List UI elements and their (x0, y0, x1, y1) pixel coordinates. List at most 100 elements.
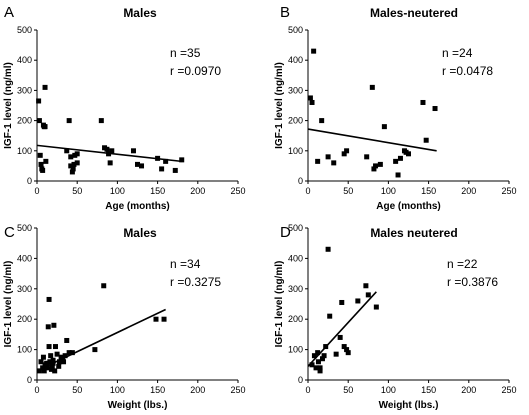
panel-a-data-point (70, 166, 76, 172)
panel-d-x-tick-label: 50 (343, 385, 353, 395)
panel-a-data-point (98, 118, 104, 124)
panel-d-y-tick-label: 400 (288, 253, 303, 263)
panel-d-data-point (325, 246, 331, 252)
panel-c-data-point (52, 368, 58, 374)
panel-b-stat: n =24 (442, 46, 473, 60)
panel-d-x-axis-label: Weight (lbs.) (379, 400, 439, 411)
panel-d-x-tick-label: 150 (421, 385, 436, 395)
panel-b-stat: r =0.0478 (442, 64, 493, 78)
panel-a-data-point (163, 158, 169, 164)
panel-d-data-point (311, 353, 317, 359)
panel-b-data-point (325, 154, 331, 160)
panel-b-data-point (371, 166, 377, 172)
panel-a: A Males 0 100 200 300 400 500 0 50 100 150 200 250 Age… (3, 4, 246, 212)
panel-c-data-point (50, 357, 56, 363)
panel-b-x-tick-label: 50 (343, 186, 353, 196)
panel-b-data-point (344, 148, 350, 154)
panel-c-y-tick-label: 300 (17, 284, 32, 294)
panel-d-letter: D (280, 224, 291, 241)
panel-b-y-tick-label: 300 (288, 85, 303, 95)
panel-c-x-axis-label: Weight (lbs.) (108, 400, 168, 411)
panel-a-data-point (36, 98, 42, 104)
panel-c-data-point (44, 365, 50, 371)
panel-c-data-point (45, 324, 51, 330)
panel-a-data-point (74, 151, 80, 157)
panel-c-data-point (36, 368, 42, 374)
panel-b-data-point (315, 158, 321, 164)
panel-b-title: Males-neutered (370, 6, 458, 20)
panel-d-x-tick-label: 0 (305, 385, 310, 395)
panel-b-data-point (381, 124, 387, 130)
panel-b-data-point (369, 84, 375, 90)
panel-d-data-point (373, 304, 379, 310)
panel-c-y-tick-label: 0 (27, 375, 32, 385)
panel-a-data-point (40, 167, 46, 173)
panel-c-data-point (49, 363, 55, 369)
panel-c-data-point (48, 366, 54, 372)
panel-d-data-point (319, 356, 325, 362)
panel-d-data-point (337, 334, 343, 340)
panel-d-y-tick-label: 200 (288, 314, 303, 324)
panel-a-y-tick-label: 400 (17, 55, 32, 65)
panel-d-x-tick-label: 200 (461, 385, 476, 395)
panel-a-y-tick-label: 200 (17, 116, 32, 126)
panel-a-data-point (64, 148, 70, 154)
panel-c-x-tick-label: 100 (110, 385, 125, 395)
panel-a-data-point (43, 158, 49, 164)
panel-a-title: Males (123, 6, 157, 20)
panel-a-x-axis-label: Age (months) (105, 201, 169, 212)
panel-d-data-point (317, 368, 323, 374)
panel-a-data-point (179, 157, 185, 163)
panel-d-title: Males neutered (370, 226, 457, 240)
panel-d-y-tick-label: 500 (288, 223, 303, 233)
panel-a-stat: n =35 (170, 46, 201, 60)
panel-c-y-axis-label: IGF-1 level (ng/ml) (3, 261, 14, 348)
panel-b-data-point (397, 155, 403, 161)
panel-a-letter: A (4, 4, 14, 21)
panel-a-data-point (68, 154, 74, 160)
panel-b-y-tick-label: 400 (288, 55, 303, 65)
panel-b-x-tick-label: 150 (421, 186, 436, 196)
panel-a-data-point (139, 163, 145, 169)
panel-a-data-point (130, 148, 136, 154)
panel-c-x-tick-label: 150 (150, 385, 165, 395)
panel-c-data-point (61, 359, 67, 365)
panel-c-y-tick-label: 100 (17, 345, 32, 355)
panel-c-x-tick-label: 200 (190, 385, 205, 395)
panel-c-stat: n =34 (170, 257, 201, 271)
panel-a-x-tick-label: 250 (230, 186, 245, 196)
panel-a-data-point (37, 152, 43, 158)
panel-a-data-point (38, 161, 44, 167)
panel-b-data-point (319, 118, 325, 124)
panel-a-data-point (36, 118, 42, 124)
panel-c-data-point (64, 337, 70, 343)
panel-b-data-point (373, 163, 379, 169)
panel-c-data-point (62, 353, 68, 359)
panel-d-data-point (321, 353, 327, 359)
panel-d-data-point (327, 313, 333, 319)
panel-d-stat: r =0.3876 (447, 275, 498, 289)
panel-c-data-point (40, 354, 46, 360)
panel-d-data-point (315, 359, 321, 365)
panel-a-data-point (135, 161, 140, 167)
panel-a-x-tick-label: 0 (34, 186, 39, 196)
panel-a-x-tick-label: 50 (72, 186, 82, 196)
panel-c-data-point (101, 283, 107, 289)
panel-b-data-point (432, 106, 438, 112)
panel-c-data-point (58, 354, 64, 360)
panel-b-data-point (309, 99, 315, 105)
panel-b-x-axis-label: Age (months) (376, 201, 440, 212)
panel-c-data-point (66, 350, 72, 356)
panel-c-y-tick-label: 500 (17, 223, 32, 233)
panel-c-data-point (40, 365, 46, 371)
panel-d-data-point (315, 350, 321, 356)
panel-c-data-point (46, 296, 52, 302)
panel-b-x-tick-label: 0 (305, 186, 310, 196)
panel-c-data-point (69, 350, 75, 356)
panel-a-data-point (71, 161, 77, 167)
panel-a-data-point (42, 84, 48, 90)
panel-c-data-point (56, 363, 62, 369)
panel-c-data-point (47, 359, 53, 365)
panel-c-data-point (48, 353, 54, 359)
panel-b-data-point (341, 151, 347, 157)
